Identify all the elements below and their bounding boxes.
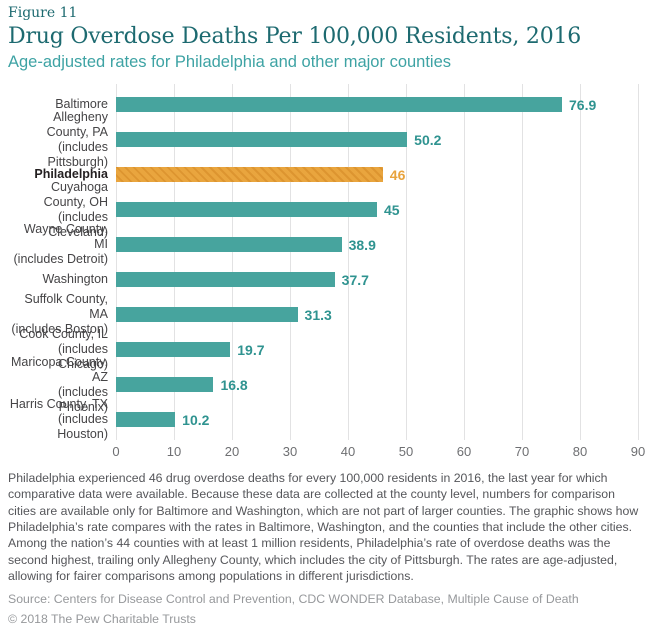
bar — [116, 307, 298, 322]
category-label: Baltimore — [55, 97, 108, 111]
category-label: Cook County, IL (includes Chicago) — [19, 327, 108, 371]
x-tick-label: 60 — [456, 444, 472, 459]
value-label: 10.2 — [182, 411, 210, 428]
category-label: Maricopa County, AZ (includes Phoenix) — [10, 354, 108, 414]
category-label: Allegheny County, PA (includes Pittsburgh… — [46, 109, 108, 169]
bar-row: Baltimore 76.9 — [8, 87, 640, 122]
x-tick-label: 20 — [224, 444, 240, 459]
bar-track: 16.8 — [116, 376, 638, 393]
bar — [116, 202, 377, 217]
x-tick-label: 30 — [282, 444, 298, 459]
value-label: 46 — [389, 166, 406, 183]
bar-row: Cook County, IL (includes Chicago) 19.7 — [8, 327, 640, 371]
x-tick-label: 80 — [572, 444, 588, 459]
x-tick-label: 90 — [630, 444, 646, 459]
category-label: Suffolk County, MA (includes Boston) — [11, 292, 108, 336]
value-label: 16.8 — [220, 376, 248, 393]
x-tick-label: 0 — [112, 444, 120, 459]
bar-track: 46 — [116, 166, 638, 183]
value-label: 76.9 — [569, 96, 597, 113]
x-tick-label: 40 — [340, 444, 356, 459]
value-label: 38.9 — [348, 236, 376, 253]
bar-row: Washington 37.7 — [8, 262, 640, 297]
bar-row: Cuyahoga County, OH (includes Cleveland) 4… — [8, 180, 640, 239]
value-label: 50.2 — [414, 131, 442, 148]
category-label: Philadelphia — [34, 167, 108, 181]
bar-row: Suffolk County, MA (includes Boston) 31.3 — [8, 292, 640, 336]
value-label: 37.7 — [341, 271, 369, 288]
bar — [116, 342, 231, 357]
bar-track: 19.7 — [116, 341, 638, 358]
bar — [116, 272, 335, 287]
bar-track: 38.9 — [116, 236, 638, 253]
x-tick-label: 10 — [166, 444, 182, 459]
bar — [116, 412, 176, 427]
bar-track: 76.9 — [116, 96, 638, 113]
bar — [116, 167, 383, 182]
value-label: 19.7 — [237, 341, 265, 358]
page-subtitle: Age-adjusted rates for Philadelphia and … — [8, 53, 452, 71]
value-label: 45 — [384, 201, 400, 218]
bar-track: 45 — [116, 201, 638, 218]
figure-label: Figure 11 — [8, 5, 78, 21]
x-axis: 0 10 20 30 40 50 60 70 80 90 — [112, 437, 645, 459]
x-tick-label: 50 — [398, 444, 414, 459]
bar-track: 50.2 — [116, 131, 638, 148]
bar-row: Maricopa County, AZ (includes Phoenix) 16.… — [8, 355, 640, 414]
bar-track: 31.3 — [116, 306, 638, 323]
source-line: Source: Centers for Disease Control and … — [8, 592, 579, 607]
bar — [116, 97, 563, 112]
bar — [116, 237, 342, 252]
bar-chart: Baltimore 76.9 Allegheny County, PA (includ… — [8, 84, 645, 459]
page-title: Drug Overdose Deaths Per 100,000 Residen… — [8, 24, 582, 49]
x-tick-label: 70 — [514, 444, 530, 459]
category-label: Harris County, TX (includes Houston) — [9, 397, 108, 441]
copyright-line: © 2018 The Pew Charitable Trusts — [8, 612, 196, 626]
bar-track: 37.7 — [116, 271, 638, 288]
category-label: Cuyahoga County, OH (includes Cleveland) — [43, 179, 108, 239]
bar — [116, 132, 408, 147]
bar-row: Wayne County, MI (includes Detroit) 38.9 — [8, 222, 640, 266]
bar-row: Allegheny County, PA (includes Pittsburgh… — [8, 110, 640, 169]
bar-row: Harris County, TX (includes Houston) 10.2 — [8, 397, 640, 441]
figure-notes: Philadelphia experienced 46 drug overdos… — [8, 471, 639, 584]
category-label: Washington — [42, 272, 108, 286]
chart-rows: Baltimore 76.9 Allegheny County, PA (includ… — [8, 84, 640, 441]
category-label: Wayne County, MI (includes Detroit) — [13, 222, 108, 266]
bar — [116, 377, 214, 392]
bar-row: Philadelphia 46 — [8, 157, 640, 192]
bar-track: 10.2 — [116, 411, 638, 428]
value-label: 31.3 — [304, 306, 332, 323]
